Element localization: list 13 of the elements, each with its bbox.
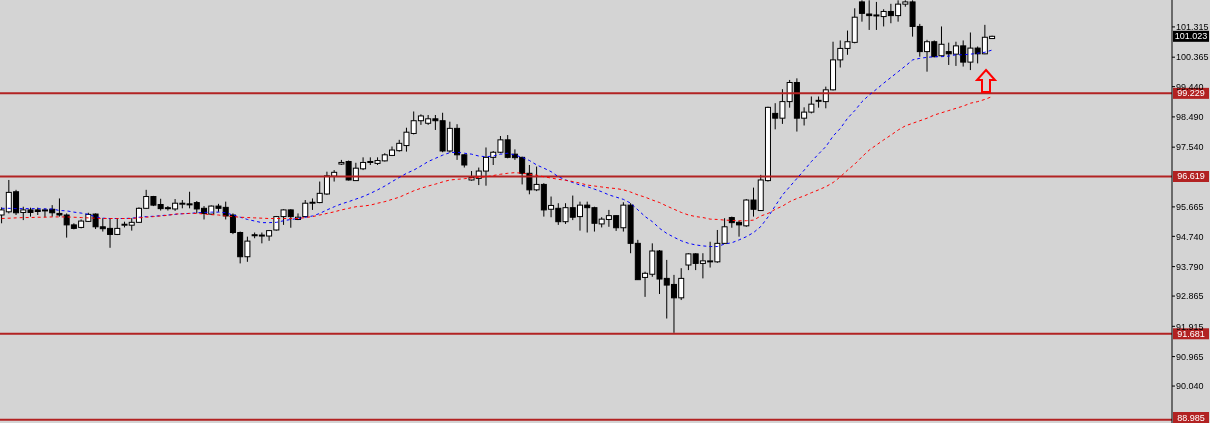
y-tick-label: 95.665 [1176,202,1204,213]
ref-line-label: 96.619 [1177,171,1205,182]
y-tick-label: 90.965 [1176,351,1204,362]
y-tick-label: 98.490 [1176,112,1204,123]
y-tick-label: 93.790 [1176,261,1204,272]
y-tick-label: 100.365 [1176,52,1209,63]
ref-line-label: 88.985 [1177,412,1205,423]
y-tick-label: 90.040 [1176,381,1204,392]
y-tick-label: 101.315 [1176,22,1209,33]
y-tick-label: 94.740 [1176,231,1204,242]
y-tick-label: 92.865 [1176,291,1204,302]
text: 101.023 [1174,31,1208,42]
y-tick-label: 97.540 [1176,142,1204,153]
